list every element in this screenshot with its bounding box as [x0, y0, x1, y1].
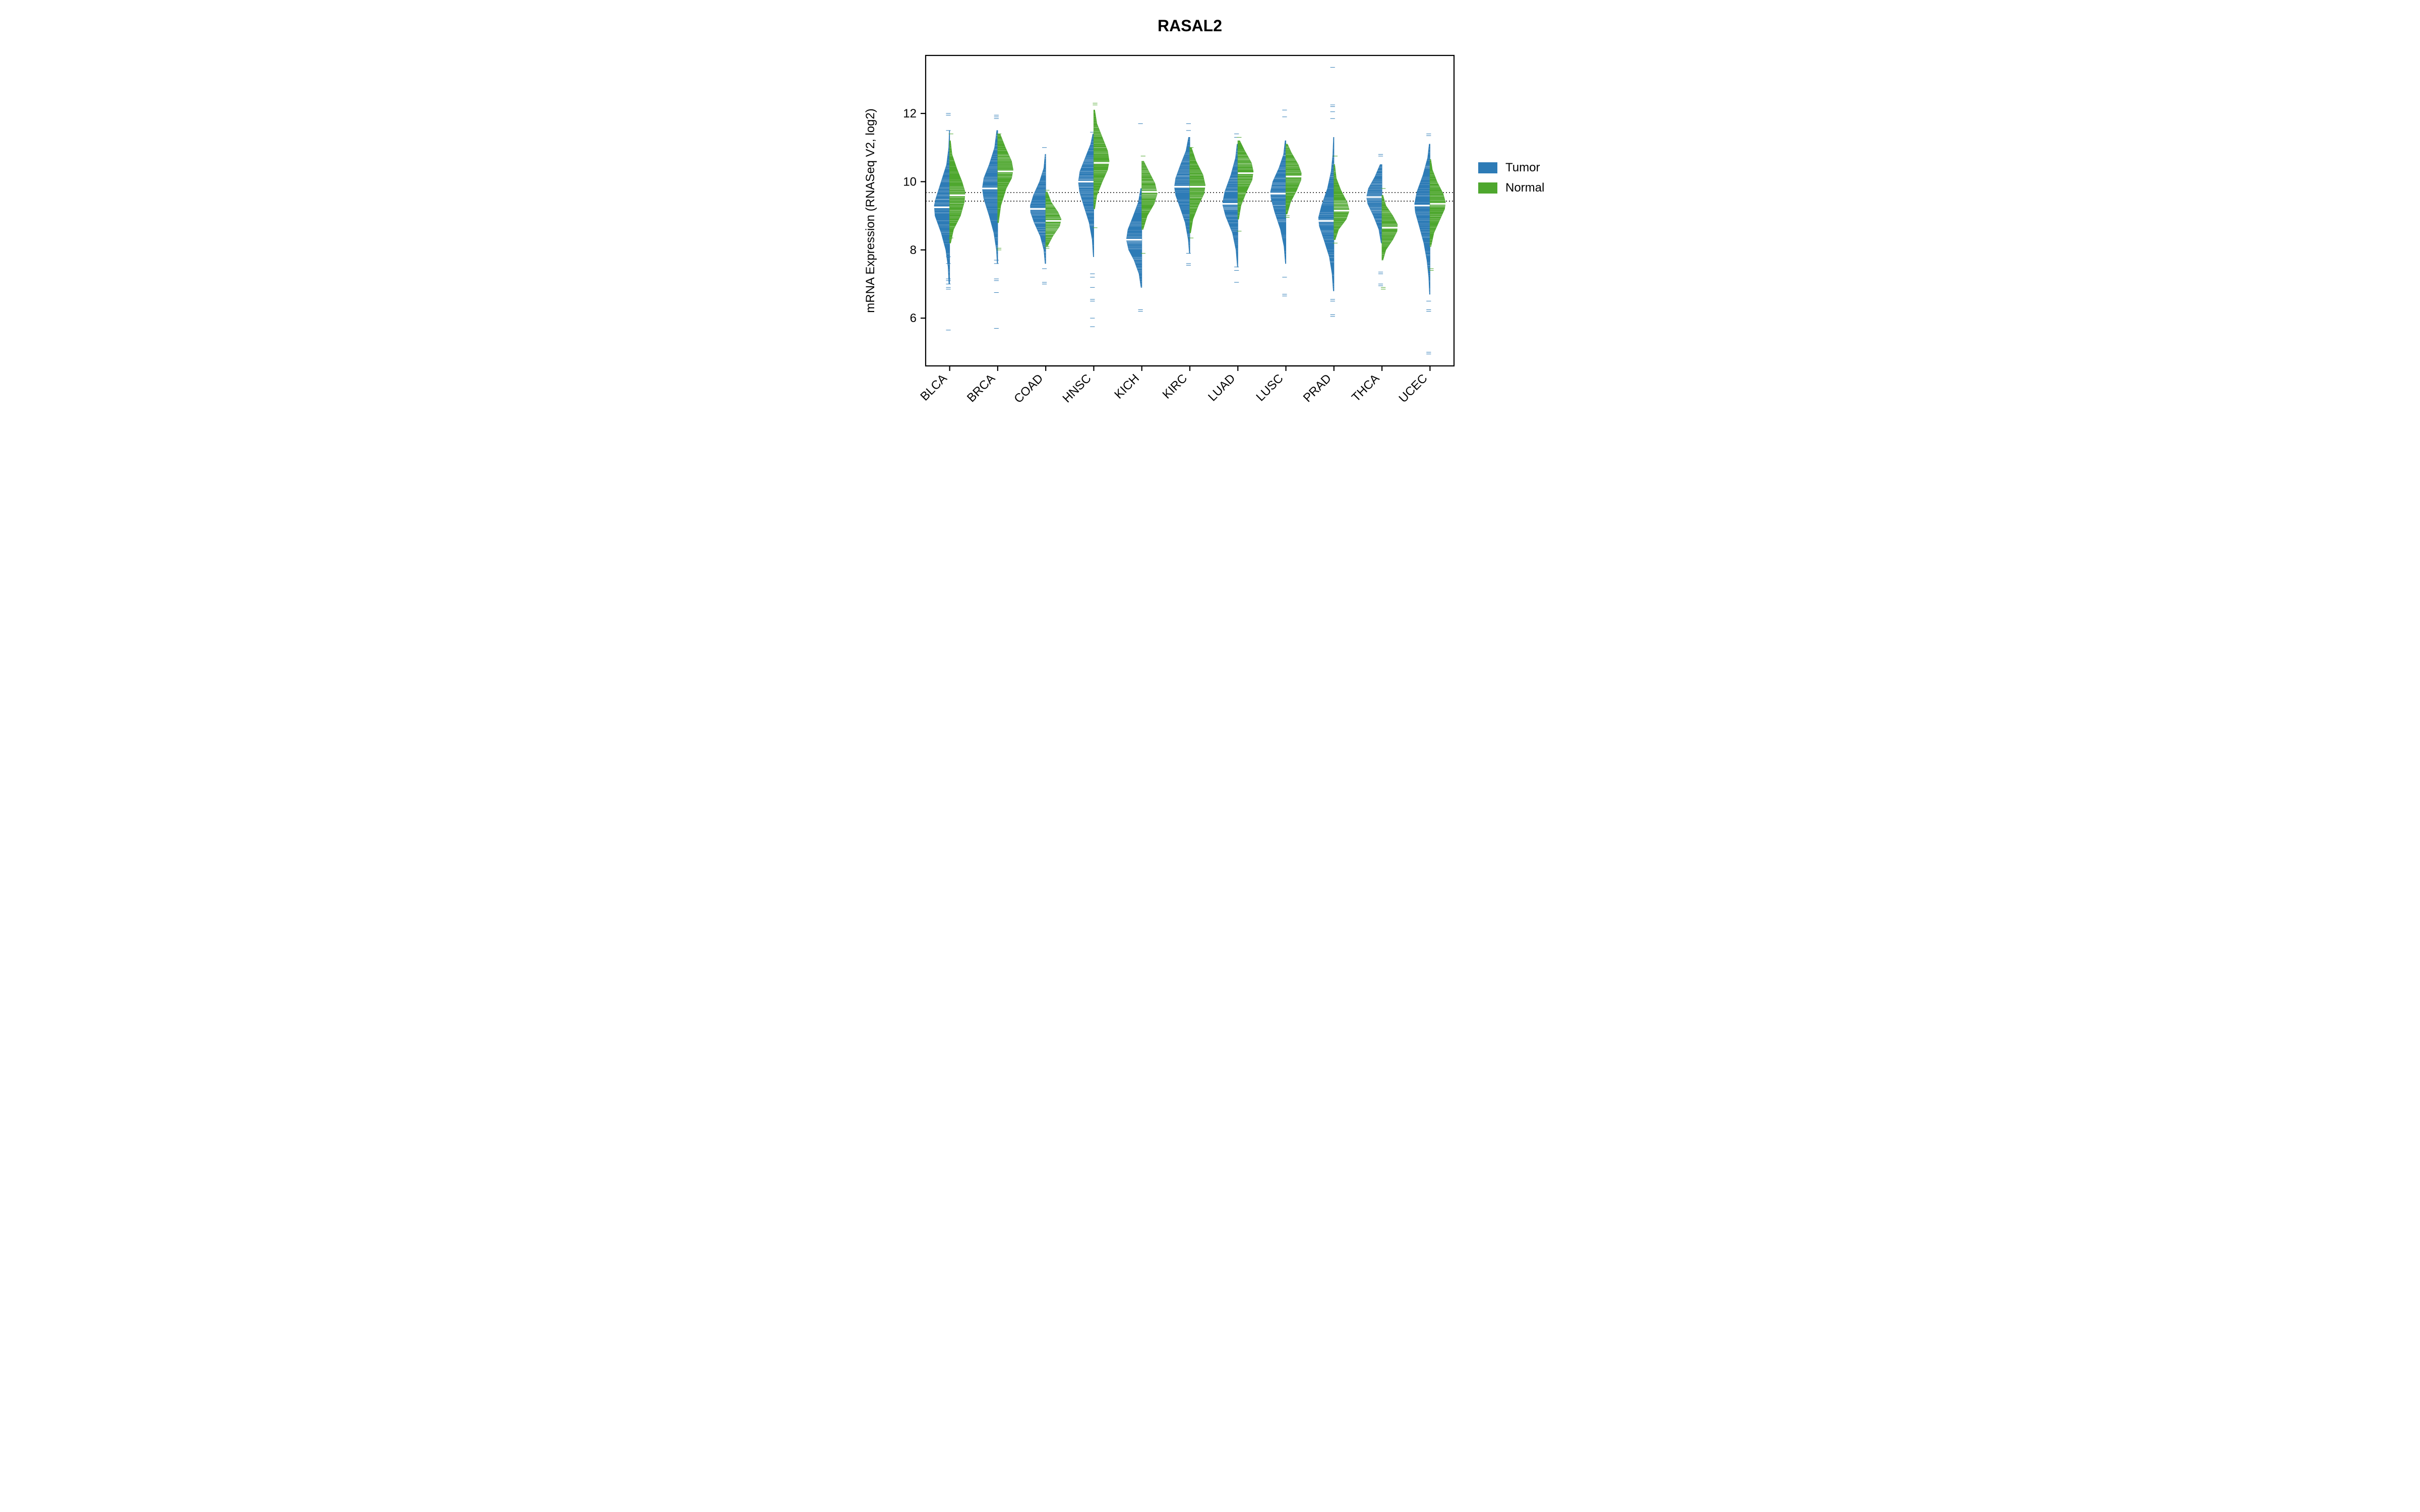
legend-label-tumor: Tumor [1505, 161, 1540, 174]
xtick-label: LUAD [1205, 371, 1238, 404]
ytick-label: 6 [910, 311, 917, 325]
ytick-label: 12 [903, 107, 917, 120]
violin-HNSC-normal [1094, 110, 1109, 209]
xtick-label: BRCA [964, 371, 998, 405]
violin-PRAD-tumor [1318, 137, 1334, 291]
xtick-label: LUSC [1253, 371, 1286, 404]
ytick-label: 10 [903, 175, 917, 188]
xtick-label: KIRC [1160, 371, 1190, 402]
violin-HNSC-tumor [1078, 134, 1094, 257]
violin-BRCA-normal [998, 134, 1013, 223]
legend-swatch-normal [1478, 182, 1497, 194]
beanplot-svg: 6 8 10 12 BLCA BRCA COAD HNSC KICH KIRC LUAD LUSC PR… [842, 0, 1578, 460]
y-axis-label: mRNA Expression (RNASeq V2, log2) [864, 108, 877, 313]
legend-swatch-tumor [1478, 162, 1497, 173]
chart-title: RASAL2 [1158, 17, 1222, 35]
violin-LUSC-tumor [1270, 141, 1286, 264]
xtick-label: UCEC [1396, 371, 1430, 405]
xtick-label: BLCA [918, 371, 949, 403]
xtick-label: KICH [1112, 371, 1142, 402]
ytick-label: 8 [910, 243, 917, 257]
xtick-label: HNSC [1060, 371, 1094, 405]
chart-container: 6 8 10 12 BLCA BRCA COAD HNSC KICH KIRC LUAD LUSC PR… [842, 0, 1578, 460]
xtick-label: PRAD [1301, 371, 1334, 405]
violin-KIRC-tumor [1175, 137, 1190, 253]
violin-COAD-normal [1046, 192, 1061, 246]
xtick-label: THCA [1349, 371, 1382, 404]
xtick-label: COAD [1011, 371, 1046, 406]
legend-label-normal: Normal [1505, 181, 1544, 195]
